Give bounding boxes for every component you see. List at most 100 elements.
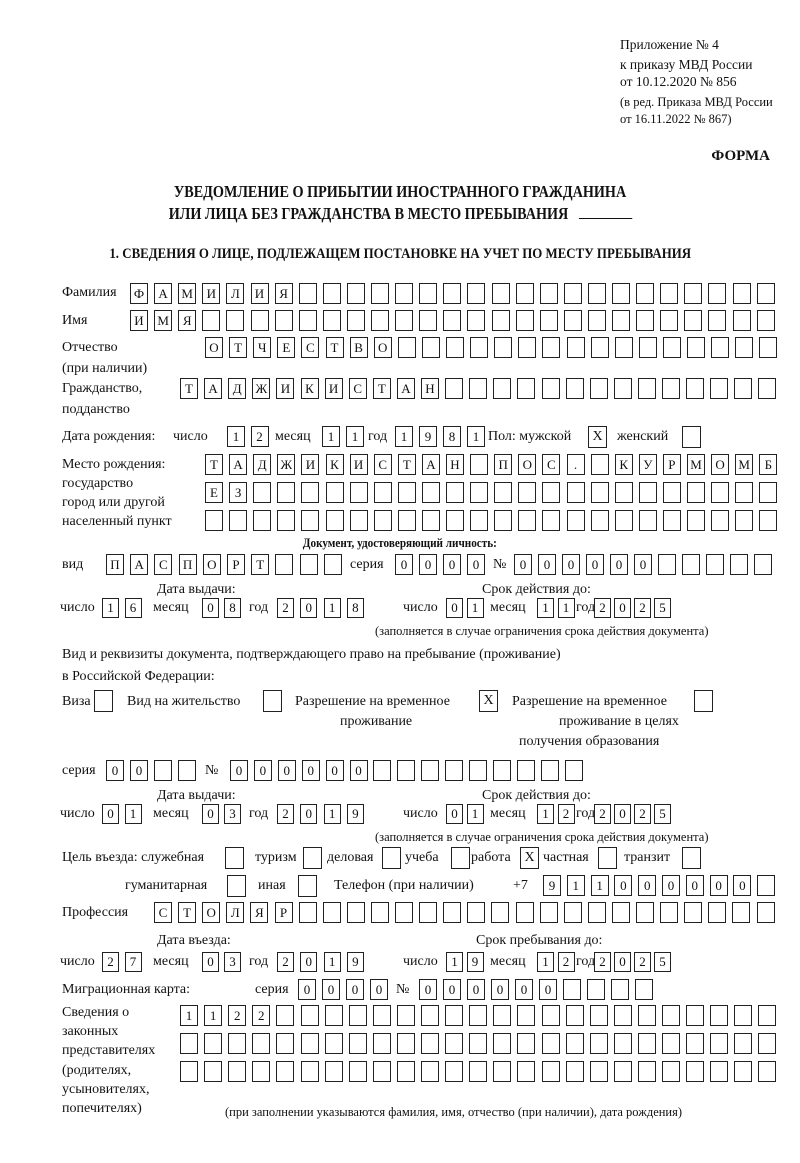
input-cell[interactable]: 0 xyxy=(538,554,556,575)
input-cell[interactable] xyxy=(662,378,680,399)
input-cell[interactable] xyxy=(446,482,464,503)
input-cell[interactable] xyxy=(686,1033,705,1054)
input-cell[interactable] xyxy=(565,1005,584,1026)
input-cell[interactable]: Т xyxy=(397,454,416,475)
input-cell[interactable] xyxy=(397,760,416,781)
input-cell[interactable] xyxy=(180,1061,198,1082)
input-cell[interactable]: О xyxy=(202,554,221,575)
input-cell[interactable] xyxy=(613,378,632,399)
input-cell[interactable]: 0 xyxy=(230,760,248,781)
input-cell[interactable] xyxy=(253,482,272,503)
purpose-humanitarian-checkbox[interactable] xyxy=(227,875,246,897)
input-cell[interactable] xyxy=(419,283,438,304)
sex-male-checkbox[interactable]: X xyxy=(588,426,607,448)
residence-checkbox[interactable] xyxy=(263,690,282,712)
input-cell[interactable]: 2 xyxy=(634,804,651,824)
input-cell[interactable] xyxy=(395,310,414,331)
input-cell[interactable] xyxy=(298,283,317,304)
input-cell[interactable] xyxy=(637,1061,656,1082)
input-cell[interactable]: С xyxy=(373,454,392,475)
input-cell[interactable] xyxy=(324,1033,343,1054)
input-cell[interactable] xyxy=(660,902,679,923)
input-cell[interactable]: С xyxy=(154,902,172,923)
input-cell[interactable]: 1 xyxy=(537,804,554,824)
input-cell[interactable] xyxy=(228,1061,247,1082)
input-cell[interactable]: Ч xyxy=(253,337,272,358)
input-cell[interactable] xyxy=(469,1061,488,1082)
input-cell[interactable] xyxy=(686,1061,705,1082)
input-cell[interactable]: 1 xyxy=(124,804,142,824)
input-cell[interactable] xyxy=(346,283,365,304)
input-cell[interactable]: 0 xyxy=(446,598,463,618)
input-cell[interactable] xyxy=(371,283,389,304)
input-cell[interactable]: О xyxy=(518,454,537,475)
input-cell[interactable] xyxy=(299,554,318,575)
input-cell[interactable] xyxy=(300,1061,319,1082)
input-cell[interactable]: 0 xyxy=(491,979,509,1000)
input-cell[interactable] xyxy=(756,310,775,331)
input-cell[interactable] xyxy=(396,1005,415,1026)
input-cell[interactable] xyxy=(612,283,630,304)
input-cell[interactable] xyxy=(660,310,679,331)
purpose-transit-checkbox[interactable] xyxy=(682,847,701,869)
input-cell[interactable] xyxy=(517,378,536,399)
input-cell[interactable] xyxy=(300,1033,319,1054)
input-cell[interactable] xyxy=(445,378,464,399)
input-cell[interactable]: 0 xyxy=(614,598,631,618)
input-cell[interactable]: М xyxy=(154,310,173,331)
input-cell[interactable] xyxy=(706,554,724,575)
input-cell[interactable] xyxy=(518,510,537,531)
input-cell[interactable] xyxy=(662,337,681,358)
input-cell[interactable] xyxy=(421,482,440,503)
input-cell[interactable]: 1 xyxy=(180,1005,198,1026)
input-cell[interactable]: 0 xyxy=(733,875,752,896)
input-cell[interactable] xyxy=(758,378,777,399)
purpose-official-checkbox[interactable] xyxy=(225,847,244,869)
input-cell[interactable] xyxy=(589,1005,608,1026)
input-cell[interactable] xyxy=(493,1005,512,1026)
input-cell[interactable] xyxy=(611,902,630,923)
input-cell[interactable]: 0 xyxy=(130,760,148,781)
input-cell[interactable]: 0 xyxy=(614,952,631,972)
input-cell[interactable] xyxy=(687,337,705,358)
input-cell[interactable] xyxy=(541,1005,560,1026)
input-cell[interactable] xyxy=(539,283,558,304)
input-cell[interactable] xyxy=(708,310,727,331)
input-cell[interactable]: С xyxy=(348,378,367,399)
input-cell[interactable] xyxy=(445,760,464,781)
input-cell[interactable] xyxy=(730,554,748,575)
input-cell[interactable]: 0 xyxy=(202,952,219,972)
input-cell[interactable] xyxy=(637,1005,656,1026)
input-cell[interactable] xyxy=(637,378,656,399)
input-cell[interactable] xyxy=(662,1061,680,1082)
input-cell[interactable]: А xyxy=(154,283,173,304)
input-cell[interactable]: 1 xyxy=(467,426,485,447)
input-cell[interactable]: 0 xyxy=(634,554,652,575)
input-cell[interactable] xyxy=(541,1061,560,1082)
input-cell[interactable]: Н xyxy=(421,378,439,399)
input-cell[interactable]: 0 xyxy=(298,979,316,1000)
input-cell[interactable] xyxy=(687,510,705,531)
purpose-other-checkbox[interactable] xyxy=(298,875,317,897)
input-cell[interactable]: И xyxy=(202,283,221,304)
input-cell[interactable] xyxy=(419,310,438,331)
input-cell[interactable] xyxy=(349,510,368,531)
input-cell[interactable]: 1 xyxy=(346,426,364,447)
input-cell[interactable] xyxy=(229,510,248,531)
input-cell[interactable]: 1 xyxy=(395,426,413,447)
input-cell[interactable] xyxy=(662,1005,680,1026)
input-cell[interactable] xyxy=(421,1033,439,1054)
input-cell[interactable]: С xyxy=(154,554,173,575)
input-cell[interactable] xyxy=(397,337,416,358)
input-cell[interactable]: А xyxy=(204,378,223,399)
input-cell[interactable] xyxy=(682,554,700,575)
input-cell[interactable]: И xyxy=(250,283,269,304)
input-cell[interactable] xyxy=(515,283,534,304)
purpose-private-checkbox[interactable] xyxy=(598,847,617,869)
input-cell[interactable]: К xyxy=(614,454,633,475)
input-cell[interactable]: П xyxy=(494,454,513,475)
input-cell[interactable] xyxy=(638,482,657,503)
input-cell[interactable]: 2 xyxy=(277,952,294,972)
input-cell[interactable]: О xyxy=(202,902,221,923)
input-cell[interactable]: 0 xyxy=(419,979,437,1000)
